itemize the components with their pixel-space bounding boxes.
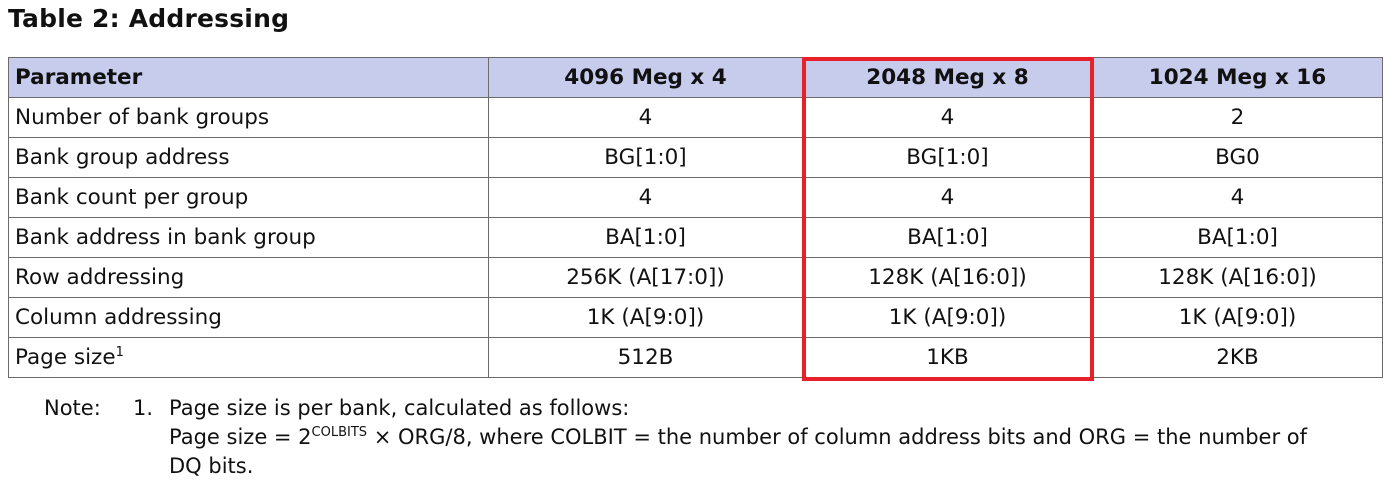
addressing-table: Parameter 4096 Meg x 4 2048 Meg x 8 1024… bbox=[8, 57, 1383, 378]
note-line-2: Page size = 2COLBITS × ORG/8, where COLB… bbox=[169, 423, 1369, 452]
header-parameter: Parameter bbox=[8, 57, 489, 98]
table-cell: 1K (A[9:0]) bbox=[488, 297, 803, 338]
header-2048-meg-x8: 2048 Meg x 8 bbox=[802, 57, 1093, 98]
row-parameter-label: Number of bank groups bbox=[8, 97, 489, 138]
table-row: Bank group address BG[1:0] BG[1:0] BG0 bbox=[8, 137, 1383, 178]
note-body: Page size is per bank, calculated as fol… bbox=[169, 394, 1369, 481]
table-cell: 1KB bbox=[802, 337, 1093, 378]
table-cell: 512B bbox=[488, 337, 803, 378]
table-cell: 4 bbox=[488, 177, 803, 218]
row-parameter-label: Page size1 bbox=[8, 337, 489, 378]
note-formula-prefix: Page size = 2 bbox=[169, 425, 312, 449]
row-parameter-label: Bank group address bbox=[8, 137, 489, 178]
table-cell: BA[1:0] bbox=[488, 217, 803, 258]
table-cell: 2 bbox=[1092, 97, 1383, 138]
table-cell: 2KB bbox=[1092, 337, 1383, 378]
row-parameter-label: Column addressing bbox=[8, 297, 489, 338]
table-cell: 1K (A[9:0]) bbox=[1092, 297, 1383, 338]
table-cell: 4 bbox=[802, 97, 1093, 138]
header-1024-meg-x16: 1024 Meg x 16 bbox=[1092, 57, 1383, 98]
row-parameter-label: Row addressing bbox=[8, 257, 489, 298]
note-formula-exponent: COLBITS bbox=[311, 425, 368, 440]
table-row: Bank address in bank group BA[1:0] BA[1:… bbox=[8, 217, 1383, 258]
footnote-marker: 1 bbox=[115, 344, 124, 360]
note-number: 1. bbox=[133, 396, 154, 420]
page-size-label: Page size bbox=[15, 345, 116, 370]
table-cell: 4 bbox=[488, 97, 803, 138]
note-line-3: DQ bits. bbox=[169, 454, 254, 478]
table-row: Number of bank groups 4 4 2 bbox=[8, 97, 1383, 138]
table-cell: 128K (A[16:0]) bbox=[802, 257, 1093, 298]
table-row: Bank count per group 4 4 4 bbox=[8, 177, 1383, 218]
note-line-1: Page size is per bank, calculated as fol… bbox=[169, 396, 630, 420]
table-cell: BG0 bbox=[1092, 137, 1383, 178]
note-formula-suffix: × ORG/8, where COLBIT = the number of co… bbox=[367, 425, 1308, 449]
table-cell: BA[1:0] bbox=[1092, 217, 1383, 258]
table-cell: 4 bbox=[802, 177, 1093, 218]
table-cell: BG[1:0] bbox=[802, 137, 1093, 178]
table-row: Column addressing 1K (A[9:0]) 1K (A[9:0]… bbox=[8, 297, 1383, 338]
row-parameter-label: Bank count per group bbox=[8, 177, 489, 218]
note-label: Note: bbox=[44, 396, 101, 420]
table-row: Row addressing 256K (A[17:0]) 128K (A[16… bbox=[8, 257, 1383, 298]
header-4096-meg-x4: 4096 Meg x 4 bbox=[488, 57, 803, 98]
table-cell: BG[1:0] bbox=[488, 137, 803, 178]
table-header-row: Parameter 4096 Meg x 4 2048 Meg x 8 1024… bbox=[8, 57, 1383, 98]
table-cell: 256K (A[17:0]) bbox=[488, 257, 803, 298]
table-cell: 128K (A[16:0]) bbox=[1092, 257, 1383, 298]
table-cell: BA[1:0] bbox=[802, 217, 1093, 258]
row-parameter-label: Bank address in bank group bbox=[8, 217, 489, 258]
table-cell: 4 bbox=[1092, 177, 1383, 218]
table-title: Table 2: Addressing bbox=[8, 4, 290, 33]
addressing-table-container: Parameter 4096 Meg x 4 2048 Meg x 8 1024… bbox=[8, 57, 1383, 378]
table-cell: 1K (A[9:0]) bbox=[802, 297, 1093, 338]
table-row: Page size1 512B 1KB 2KB bbox=[8, 337, 1383, 378]
